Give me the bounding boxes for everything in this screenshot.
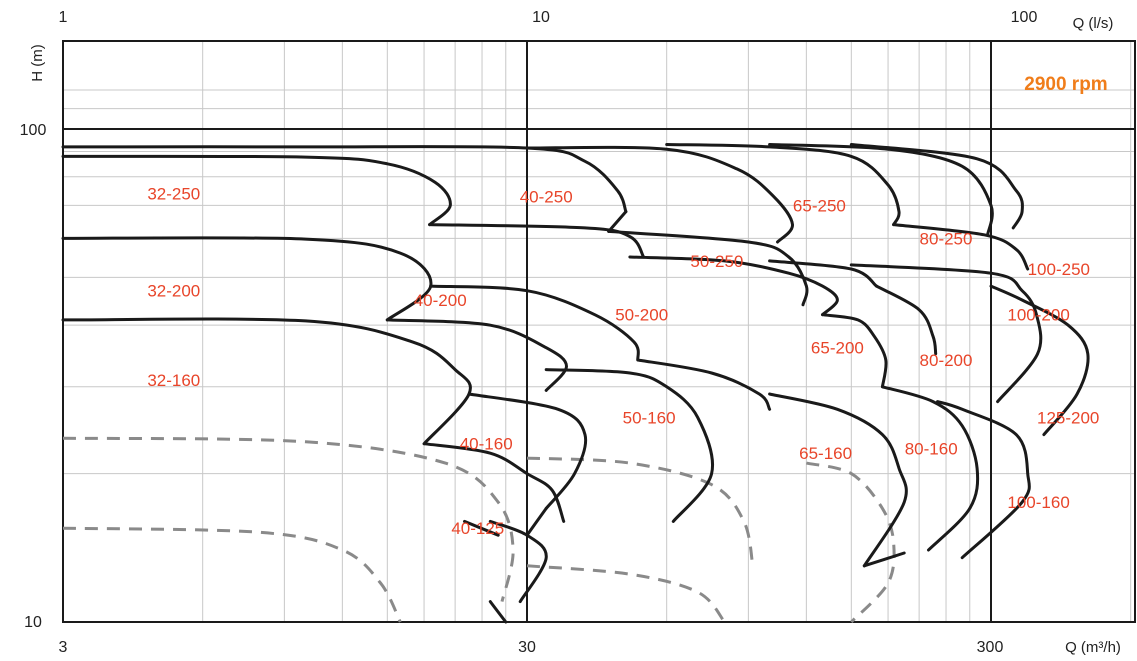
grid-major-lines [63, 41, 1135, 622]
envelope-curve-18 [849, 263, 1043, 404]
model-label-32-250: 32-250 [147, 185, 200, 204]
x-bottom-axis-label: Q (m³/h) [1065, 639, 1121, 656]
model-label-100-160: 100-160 [1007, 493, 1069, 512]
model-label-40-200: 40-200 [414, 291, 467, 310]
envelope-curves [61, 143, 1090, 624]
envelope-curve-6 [525, 145, 794, 244]
model-label-50-250: 50-250 [690, 252, 743, 271]
envelope-curve-17 [875, 284, 938, 356]
envelope-curve-13 [429, 284, 640, 362]
envelope-curve-22 [467, 392, 588, 510]
speed-label: 2900 rpm [1024, 74, 1107, 95]
envelope-curve-3 [61, 145, 628, 214]
x-top-axis-label: Q (l/s) [1073, 15, 1114, 32]
envelope-curve-23 [525, 506, 548, 537]
envelope-curve-20 [61, 317, 472, 446]
envelope-curve-8 [768, 143, 994, 237]
x-top-tick-1: 1 [59, 9, 68, 26]
model-label-50-200: 50-200 [615, 306, 668, 325]
model-label-80-200: 80-200 [920, 351, 973, 370]
model-label-32-200: 32-200 [147, 282, 200, 301]
model-label-50-160: 50-160 [623, 408, 676, 427]
envelope-curve-31 [488, 600, 508, 624]
model-label-32-160: 32-160 [147, 371, 200, 390]
envelope-curve-29 [936, 400, 1031, 560]
envelope-curve-25 [636, 358, 772, 411]
x-top-tick-10: 10 [532, 9, 550, 26]
envelope-curve-30 [488, 519, 548, 604]
envelope-curve-14 [628, 255, 839, 317]
envelope-curve-7 [665, 143, 901, 227]
y-axis-label: H (m) [29, 44, 46, 82]
model-labels: 32-250 40-250 50-250 65-250 80-250 100-250 32-… [147, 185, 1099, 539]
dashed-curve-2 [62, 526, 402, 623]
x-bottom-tick-3: 3 [59, 639, 68, 656]
model-label-80-250: 80-250 [920, 229, 973, 248]
tick-labels: 1 10 100 Q (l/s) 100 10 H (m) 3 30 300 Q… [20, 9, 1121, 656]
dashed-curve-4 [526, 564, 726, 623]
envelope-curve-4 [607, 210, 628, 233]
envelope-curve-15 [821, 313, 888, 389]
model-label-100-200: 100-200 [1007, 306, 1069, 325]
envelope-curve-11 [61, 236, 433, 322]
envelope-curve-24 [544, 368, 714, 523]
model-label-40-160: 40-160 [460, 435, 513, 454]
envelope-curve-19 [989, 284, 1090, 437]
model-label-125-200: 125-200 [1037, 408, 1099, 427]
y-tick-100: 100 [20, 122, 47, 139]
envelope-curve-12 [385, 318, 568, 392]
envelope-curve-27 [862, 551, 906, 568]
dashed-curve-3 [526, 456, 755, 567]
envelope-curve-28 [880, 385, 980, 552]
x-top-tick-100: 100 [1011, 9, 1038, 26]
envelope-curve-16 [768, 259, 878, 288]
model-label-65-160: 65-160 [799, 444, 852, 463]
plot-frame [62, 40, 1136, 623]
envelope-curve-32 [463, 519, 500, 537]
envelope-curve-10 [892, 223, 1030, 271]
model-label-65-250: 65-250 [793, 196, 846, 215]
envelope-curve-2 [428, 223, 646, 259]
model-label-80-160: 80-160 [905, 439, 958, 458]
dashed-curve-1 [62, 436, 515, 602]
envelope-curve-26 [768, 392, 908, 568]
envelope-curve-21 [422, 442, 566, 523]
grid-minor-lines [63, 41, 1135, 622]
model-label-65-200: 65-200 [811, 339, 864, 358]
envelope-curve-5 [607, 229, 809, 307]
y-tick-10: 10 [24, 614, 42, 631]
x-bottom-tick-30: 30 [518, 639, 536, 656]
model-label-100-250: 100-250 [1028, 260, 1090, 279]
x-bottom-tick-300: 300 [977, 639, 1004, 656]
envelope-curve-9 [849, 143, 1024, 230]
model-label-40-125: 40-125 [451, 519, 504, 538]
model-label-40-250: 40-250 [520, 187, 573, 206]
envelope-curve-1 [61, 154, 452, 227]
